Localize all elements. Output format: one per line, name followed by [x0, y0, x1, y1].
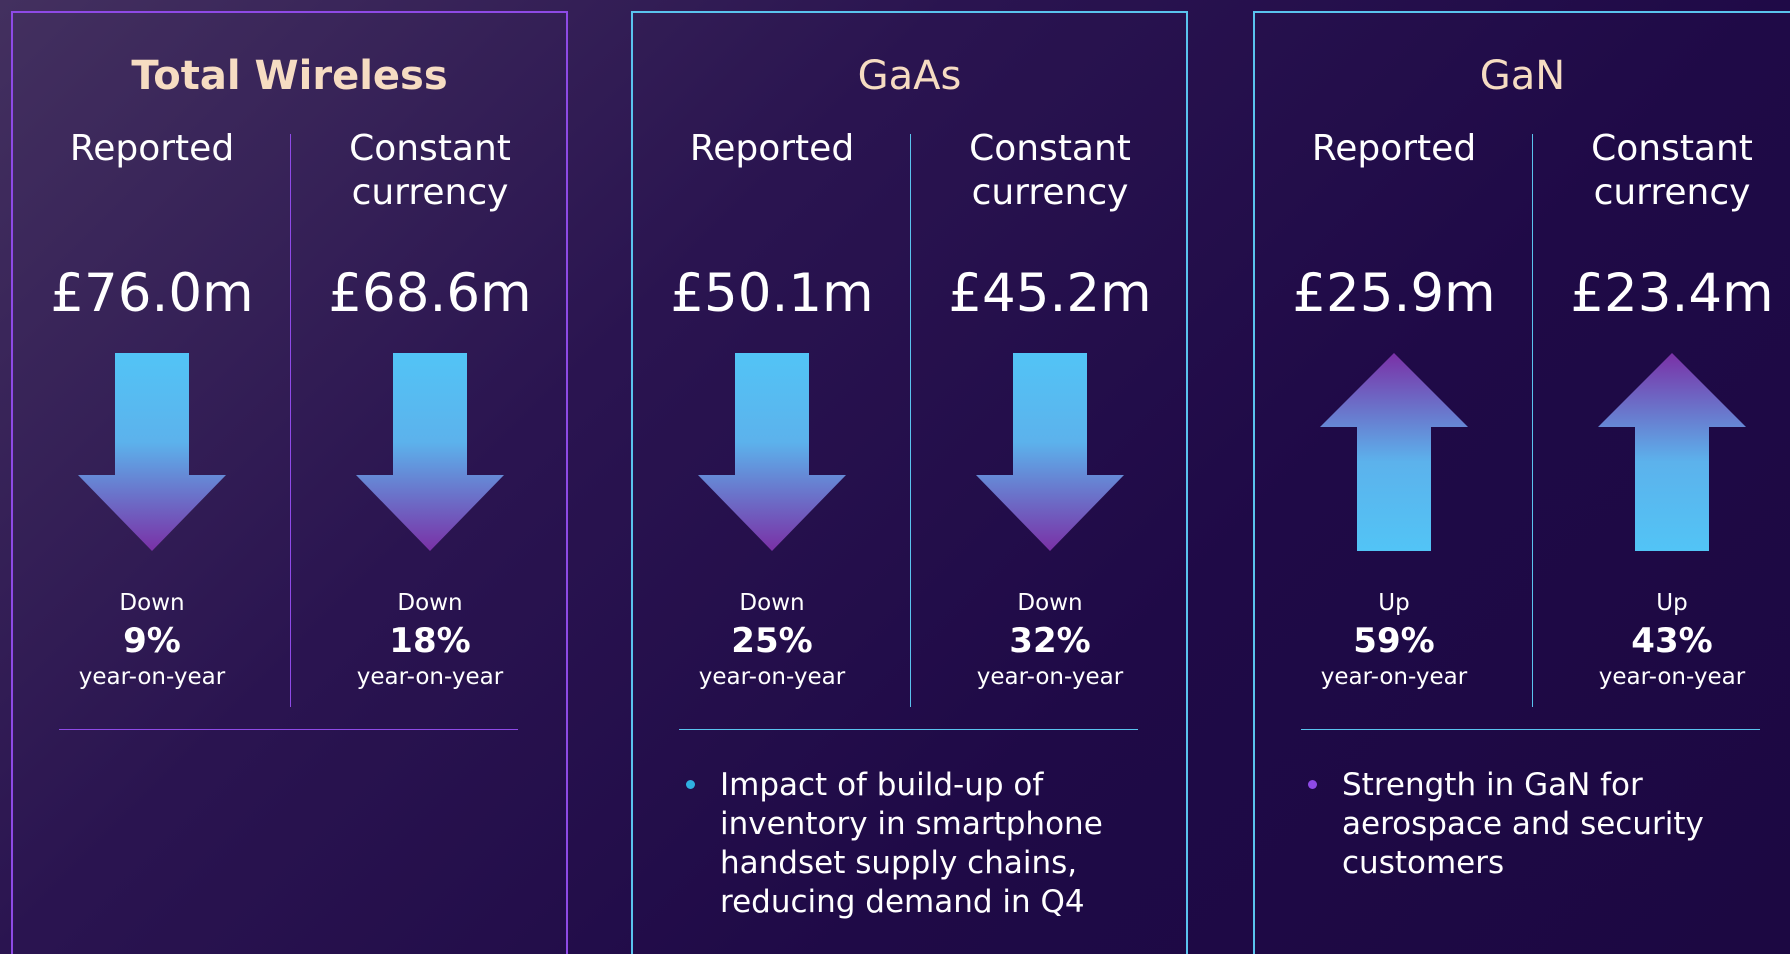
arrow — [356, 353, 504, 551]
arrow-icon — [78, 353, 226, 551]
arrow — [698, 353, 846, 551]
column-divider — [1532, 134, 1533, 707]
change-period: year-on-year — [1320, 664, 1468, 690]
bullet-item: Strength in GaN for aerospace and securi… — [1308, 766, 1762, 883]
section-divider — [59, 729, 518, 730]
metric-value: £68.6m — [328, 263, 532, 324]
section-divider — [679, 729, 1138, 730]
bullet-text: Strength in GaN for aerospace and securi… — [1342, 767, 1704, 881]
bullet-dot — [686, 780, 695, 789]
metric-label: Reported — [689, 128, 855, 169]
change-direction: Down — [119, 590, 185, 616]
change-direction: Down — [1017, 590, 1083, 616]
metric-value: £45.2m — [948, 263, 1152, 324]
change-direction: Up — [1656, 590, 1688, 616]
metric-column: Reported £25.9m Up 59% year-on-year — [1255, 13, 1533, 713]
change-percent: 43% — [1631, 621, 1713, 661]
bullet-item: Impact of build-up of inventory in smart… — [686, 766, 1140, 922]
change-period: year-on-year — [1598, 664, 1746, 690]
arrow-icon — [356, 353, 504, 551]
change-period: year-on-year — [698, 664, 846, 690]
metric-label: Reported — [1311, 128, 1477, 169]
arrow — [78, 353, 226, 551]
bullet-dot — [1308, 780, 1317, 789]
arrow-icon — [698, 353, 846, 551]
change-percent: 59% — [1353, 621, 1435, 661]
panel-title: GaN — [1479, 53, 1566, 99]
change-percent: 9% — [123, 621, 181, 661]
metric-label: Constant currency — [969, 128, 1131, 213]
panel: GaN Reported £25.9m Up 59% year-on-year Consta… — [1253, 11, 1790, 954]
bullet-text: Impact of build-up of inventory in smart… — [720, 767, 1103, 920]
arrow-icon — [976, 353, 1124, 551]
change-percent: 32% — [1009, 621, 1091, 661]
panel-title: Total Wireless — [131, 53, 448, 99]
metric-column: Constant currency £23.4m Up 43% year-on-year — [1533, 13, 1790, 713]
metric-column: Constant currency £68.6m Down 18% year-on-ye… — [291, 13, 566, 713]
arrow — [976, 353, 1124, 551]
metric-column: Reported £50.1m Down 25% year-on-year — [633, 13, 911, 713]
change-percent: 18% — [389, 621, 471, 661]
section-divider — [1301, 729, 1760, 730]
metric-value: £23.4m — [1570, 263, 1774, 324]
metric-label: Constant currency — [1591, 128, 1753, 213]
change-direction: Down — [397, 590, 463, 616]
metric-column: Reported £76.0m Down 9% year-on-year — [13, 13, 291, 713]
metric-label: Reported — [69, 128, 235, 169]
change-period: year-on-year — [356, 664, 504, 690]
column-divider — [290, 134, 291, 707]
metric-value: £50.1m — [670, 263, 874, 324]
change-direction: Up — [1378, 590, 1410, 616]
panel: Total Wireless Reported £76.0m Down 9% year-o… — [11, 11, 568, 954]
arrow-icon — [1320, 353, 1468, 551]
column-divider — [910, 134, 911, 707]
metric-value: £25.9m — [1292, 263, 1496, 324]
change-period: year-on-year — [976, 664, 1124, 690]
arrow-icon — [1598, 353, 1746, 551]
panel: GaAs Reported £50.1m Down 25% year-on-year Con… — [631, 11, 1188, 954]
change-period: year-on-year — [78, 664, 226, 690]
panel-title: GaAs — [857, 53, 962, 99]
metric-value: £76.0m — [50, 263, 254, 324]
arrow — [1598, 353, 1746, 551]
metric-column: Constant currency £45.2m Down 32% year-on-ye… — [911, 13, 1186, 713]
metric-label: Constant currency — [349, 128, 511, 213]
change-percent: 25% — [731, 621, 813, 661]
arrow — [1320, 353, 1468, 551]
change-direction: Down — [739, 590, 805, 616]
